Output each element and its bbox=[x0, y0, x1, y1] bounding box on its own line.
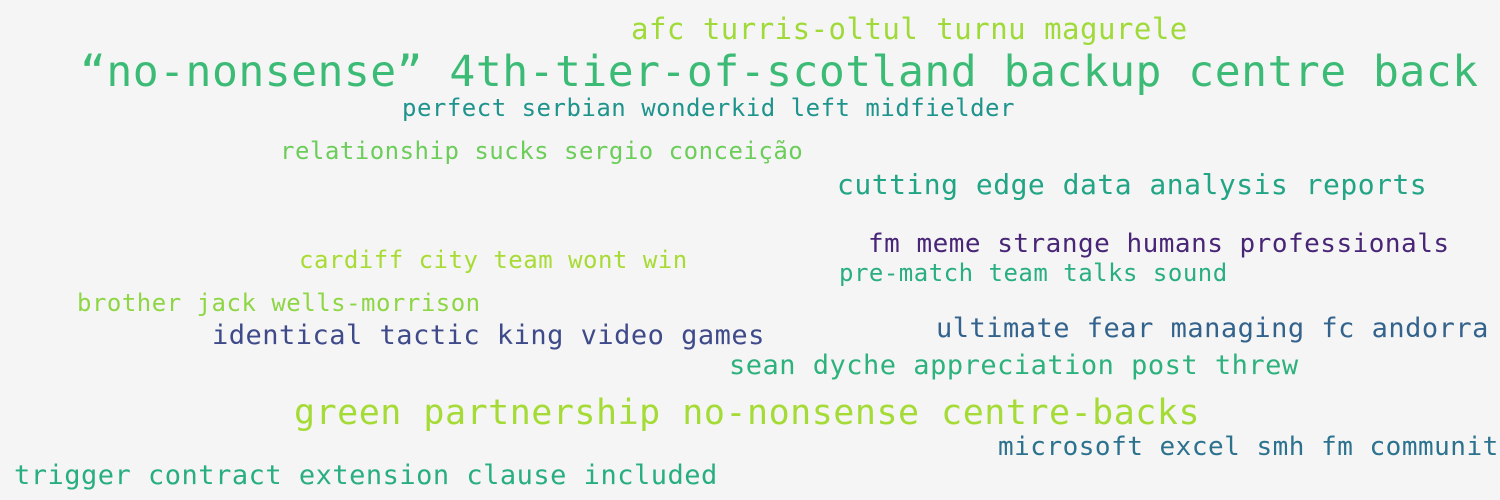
phrase-identical-tactic: identical tactic king video games bbox=[212, 320, 765, 351]
phrase-cardiff-city: cardiff city team wont win bbox=[299, 246, 688, 274]
phrase-contract-extension: trigger contract extension clause includ… bbox=[14, 460, 718, 491]
phrase-pre-match-team-talks: pre-match team talks sound bbox=[839, 259, 1228, 287]
phrase-fm-meme: fm meme strange humans professionals bbox=[868, 229, 1450, 259]
phrase-green-partnership: green partnership no-nonsense centre-bac… bbox=[294, 393, 1201, 433]
phrase-sergio-conceicao: relationship sucks sergio conceição bbox=[280, 137, 804, 165]
phrase-serbian-wonderkid: perfect serbian wonderkid left midfielde… bbox=[402, 94, 1015, 122]
phrase-afc-turris-oltul: afc turris-oltul turnu magurele bbox=[631, 12, 1188, 46]
phrase-data-analysis-reports: cutting edge data analysis reports bbox=[837, 168, 1428, 201]
phrase-fc-andorra: ultimate fear managing fc andorra bbox=[936, 313, 1489, 344]
phrase-microsoft-excel: microsoft excel smh fm community bbox=[998, 432, 1500, 462]
phrase-jack-wells-morrison: brother jack wells-morrison bbox=[77, 289, 481, 317]
phrase-no-nonsense-backup-centre-back: “no-nonsense” 4th-tier-of-scotland backu… bbox=[80, 47, 1479, 97]
phrase-sean-dyche: sean dyche appreciation post threw bbox=[729, 350, 1299, 381]
